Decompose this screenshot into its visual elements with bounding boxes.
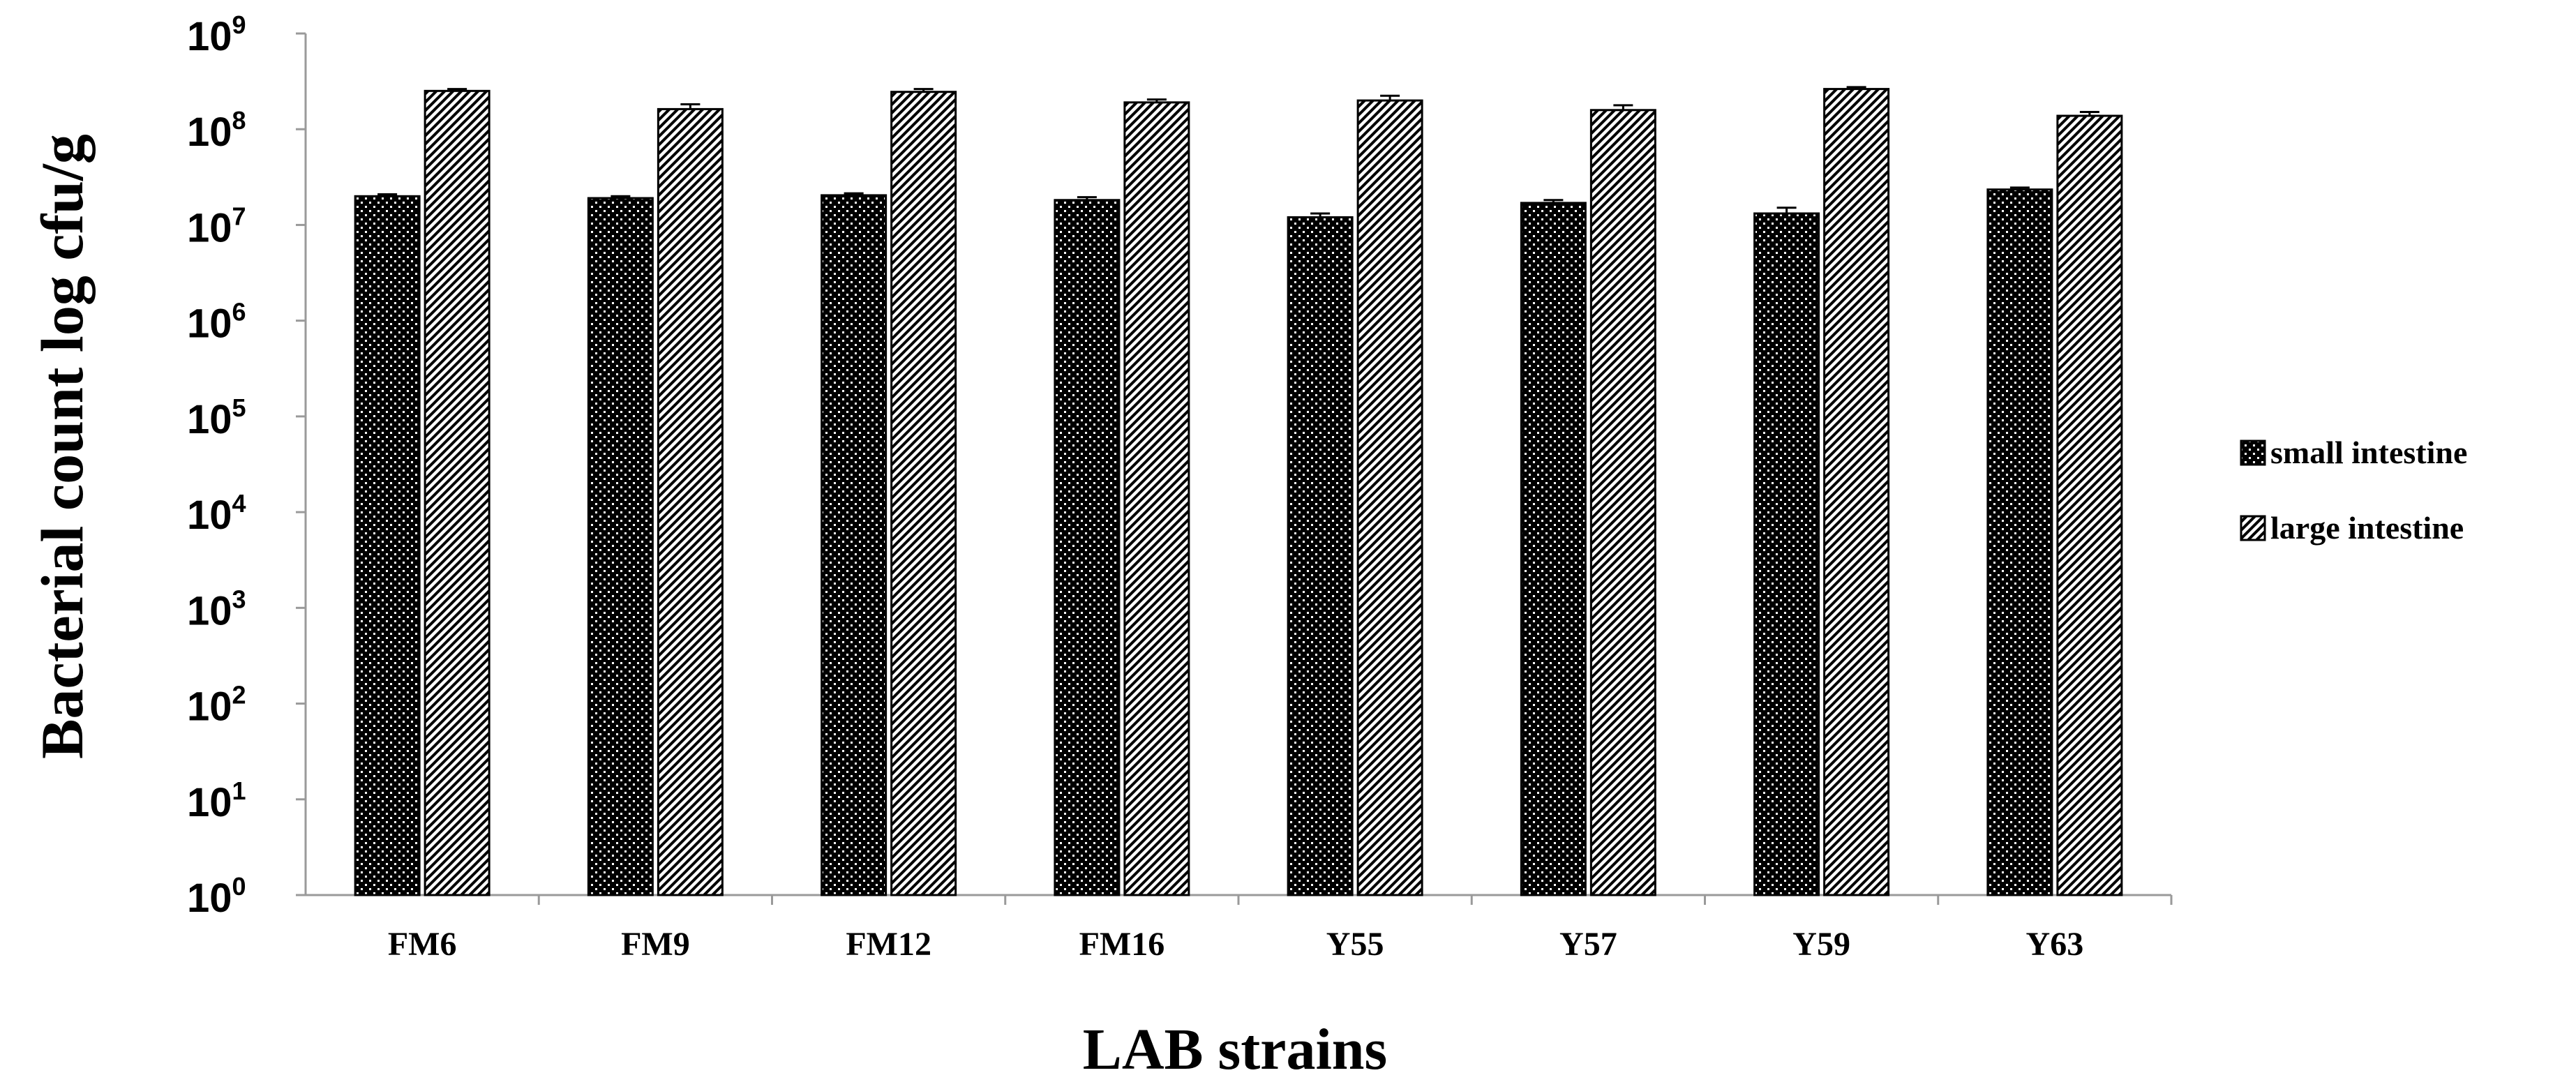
bar-large-intestine-Y57 xyxy=(1589,109,1656,896)
error-bar-small-intestine-Y57 xyxy=(1543,199,1564,203)
error-bar-large-intestine-Y59 xyxy=(1846,86,1866,89)
y-tick-label: 100 xyxy=(187,872,246,921)
y-tick-label: 104 xyxy=(187,489,246,538)
bar-small-intestine-Y63 xyxy=(1986,188,2053,896)
x-tick-label-FM12: FM12 xyxy=(846,926,931,963)
x-tick-label-FM6: FM6 xyxy=(388,926,457,963)
x-tick-label-Y55: Y55 xyxy=(1326,926,1384,963)
error-bar-small-intestine-Y55 xyxy=(1310,212,1331,218)
error-bar-large-intestine-FM9 xyxy=(680,103,701,110)
bar-large-intestine-FM9 xyxy=(657,107,724,896)
bar-small-intestine-Y59 xyxy=(1753,212,1820,896)
y-tick-label: 108 xyxy=(187,106,246,155)
error-bar-small-intestine-FM9 xyxy=(611,195,631,199)
error-bar-large-intestine-FM16 xyxy=(1146,98,1167,103)
bar-large-intestine-FM16 xyxy=(1123,101,1190,896)
bar-large-intestine-Y55 xyxy=(1356,99,1423,896)
error-bar-large-intestine-FM12 xyxy=(913,88,934,92)
error-bar-large-intestine-Y55 xyxy=(1380,94,1400,101)
y-tick-label: 103 xyxy=(187,585,246,633)
bar-small-intestine-Y57 xyxy=(1520,202,1587,896)
bar-large-intestine-Y63 xyxy=(2056,114,2123,896)
error-bar-large-intestine-Y63 xyxy=(2079,111,2099,117)
x-axis-label: LAB strains xyxy=(1083,1017,1387,1082)
legend-swatch-small-intestine xyxy=(2240,440,2266,466)
x-tick-label-Y63: Y63 xyxy=(2026,926,2084,963)
y-tick-label: 107 xyxy=(187,202,246,250)
y-tick-label: 101 xyxy=(187,776,246,825)
x-tick-label-Y59: Y59 xyxy=(1792,926,1850,963)
y-tick-label: 102 xyxy=(187,681,246,730)
x-tick-label-FM9: FM9 xyxy=(621,926,690,963)
x-tick-label-Y57: Y57 xyxy=(1559,926,1617,963)
legend-label-small-intestine: small intestine xyxy=(2270,435,2467,470)
y-axis-label: Bacterial count log cfu/g xyxy=(29,134,96,759)
bar-small-intestine-FM16 xyxy=(1054,199,1121,896)
bar-small-intestine-Y55 xyxy=(1287,216,1354,896)
error-bar-large-intestine-Y57 xyxy=(1613,104,1633,110)
error-bar-small-intestine-Y63 xyxy=(2009,186,2030,190)
error-bar-small-intestine-FM12 xyxy=(844,192,864,195)
bar-small-intestine-FM6 xyxy=(354,195,421,896)
error-bar-small-intestine-Y59 xyxy=(1776,206,1797,213)
error-bar-small-intestine-FM16 xyxy=(1077,196,1097,200)
bar-large-intestine-FM12 xyxy=(890,91,957,896)
bar-small-intestine-FM12 xyxy=(821,194,888,896)
x-tick-label-FM16: FM16 xyxy=(1079,926,1165,963)
bars xyxy=(354,86,2123,896)
legend: small intestine large intestine xyxy=(2240,435,2467,546)
y-tick-label: 109 xyxy=(187,10,246,59)
axes xyxy=(296,32,2173,905)
legend-swatch-large-intestine xyxy=(2240,515,2266,541)
legend-label-large-intestine: large intestine xyxy=(2270,510,2464,546)
bar-small-intestine-FM9 xyxy=(587,197,654,896)
bar-large-intestine-FM6 xyxy=(424,89,491,896)
y-tick-label: 106 xyxy=(187,298,246,347)
error-bar-small-intestine-FM6 xyxy=(377,193,398,197)
error-bar-large-intestine-FM6 xyxy=(447,88,467,91)
bar-large-intestine-Y59 xyxy=(1823,88,1890,896)
y-tick-label: 105 xyxy=(187,393,246,442)
tick-labels: 100 101 102 103 104 105 106 107 108 109 FM6 FM9 FM12… xyxy=(187,10,2083,963)
